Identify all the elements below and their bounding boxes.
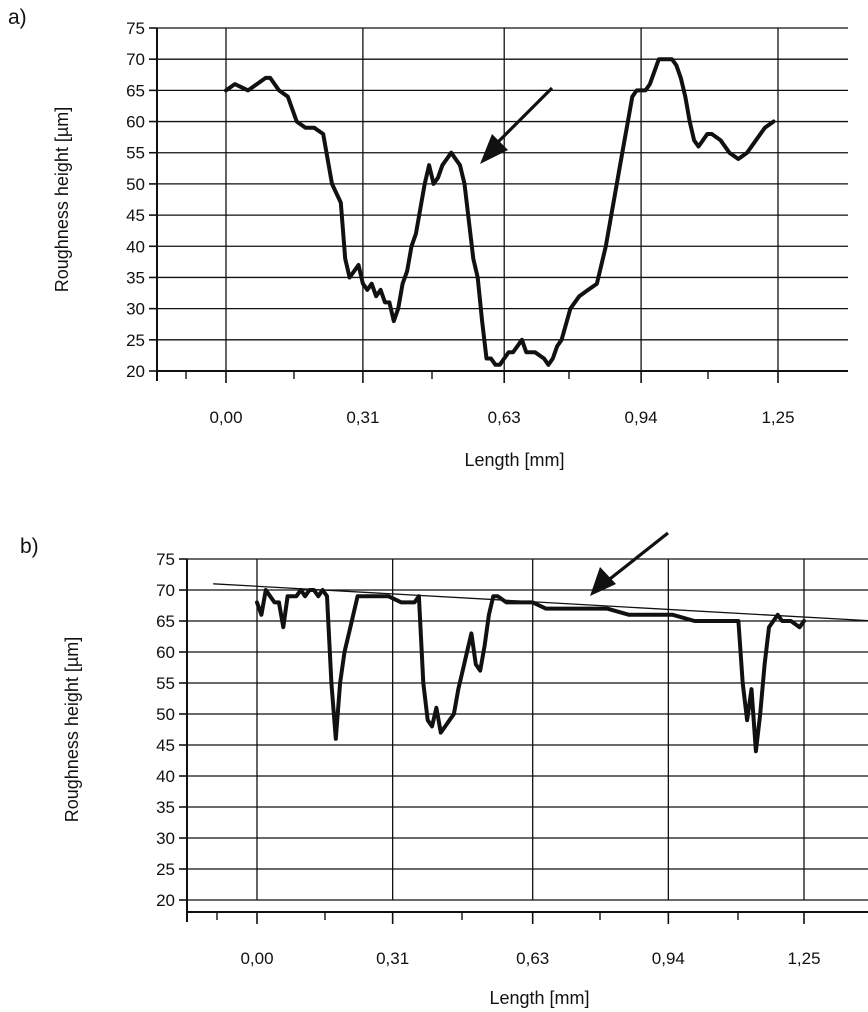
y-axis-title: Roughness height [µm] (52, 107, 72, 292)
annotation-arrow-head (590, 567, 616, 596)
x-tick-label: 0,94 (652, 949, 685, 968)
x-tick-label: 0,63 (488, 408, 521, 427)
x-tick-label: 1,25 (787, 949, 820, 968)
y-tick-label: 25 (126, 331, 145, 350)
y-tick-label: 45 (126, 206, 145, 225)
y-tick-label: 50 (156, 705, 175, 724)
y-tick-label: 20 (126, 362, 145, 381)
y-tick-label: 55 (156, 674, 175, 693)
y-tick-label: 60 (126, 113, 145, 132)
x-tick-label: 0,94 (625, 408, 658, 427)
y-tick-label: 30 (156, 829, 175, 848)
y-tick-label: 45 (156, 736, 175, 755)
y-tick-label: 75 (156, 550, 175, 569)
annotation-arrow-shaft (494, 86, 554, 146)
y-tick-label: 65 (126, 81, 145, 100)
y-tick-label: 35 (156, 798, 175, 817)
y-tick-label: 40 (156, 767, 175, 786)
x-axis-title: Length [mm] (489, 988, 589, 1008)
x-tick-label: 0,00 (240, 949, 273, 968)
y-tick-label: 35 (126, 268, 145, 287)
y-tick-label: 40 (126, 237, 145, 256)
x-tick-label: 0,31 (376, 949, 409, 968)
y-axis-title: Roughness height [µm] (62, 637, 82, 822)
x-tick-label: 0,31 (346, 408, 379, 427)
x-tick-label: 1,25 (761, 408, 794, 427)
panel-label: a) (8, 6, 27, 29)
panel-label: b) (20, 535, 39, 558)
y-tick-label: 65 (156, 612, 175, 631)
y-tick-label: 60 (156, 643, 175, 662)
y-tick-label: 75 (126, 19, 145, 38)
x-axis-title: Length [mm] (464, 450, 564, 470)
annotation-arrow-head (480, 134, 508, 164)
y-tick-label: 70 (156, 581, 175, 600)
profile-line (255, 588, 806, 754)
y-tick-label: 55 (126, 144, 145, 163)
chart-panel-b: 20 25 30 35 40 45 50 55 60 65 70 75 0,00 0,31 0,63 0,94… (20, 531, 868, 1008)
chart-panel-a: 20 25 30 35 40 45 50 55 60 65 70 75 0,00 0,31 0,63 0,94… (8, 6, 848, 470)
y-tick-label: 50 (126, 175, 145, 194)
y-tick-label: 70 (126, 50, 145, 69)
y-tick-label: 30 (126, 300, 145, 319)
y-tick-label: 25 (156, 860, 175, 879)
x-tick-label: 0,00 (209, 408, 242, 427)
y-tick-label: 20 (156, 891, 175, 910)
profile-line (224, 57, 776, 367)
x-tick-label: 0,63 (516, 949, 549, 968)
annotation-arrow-shaft (605, 531, 669, 584)
